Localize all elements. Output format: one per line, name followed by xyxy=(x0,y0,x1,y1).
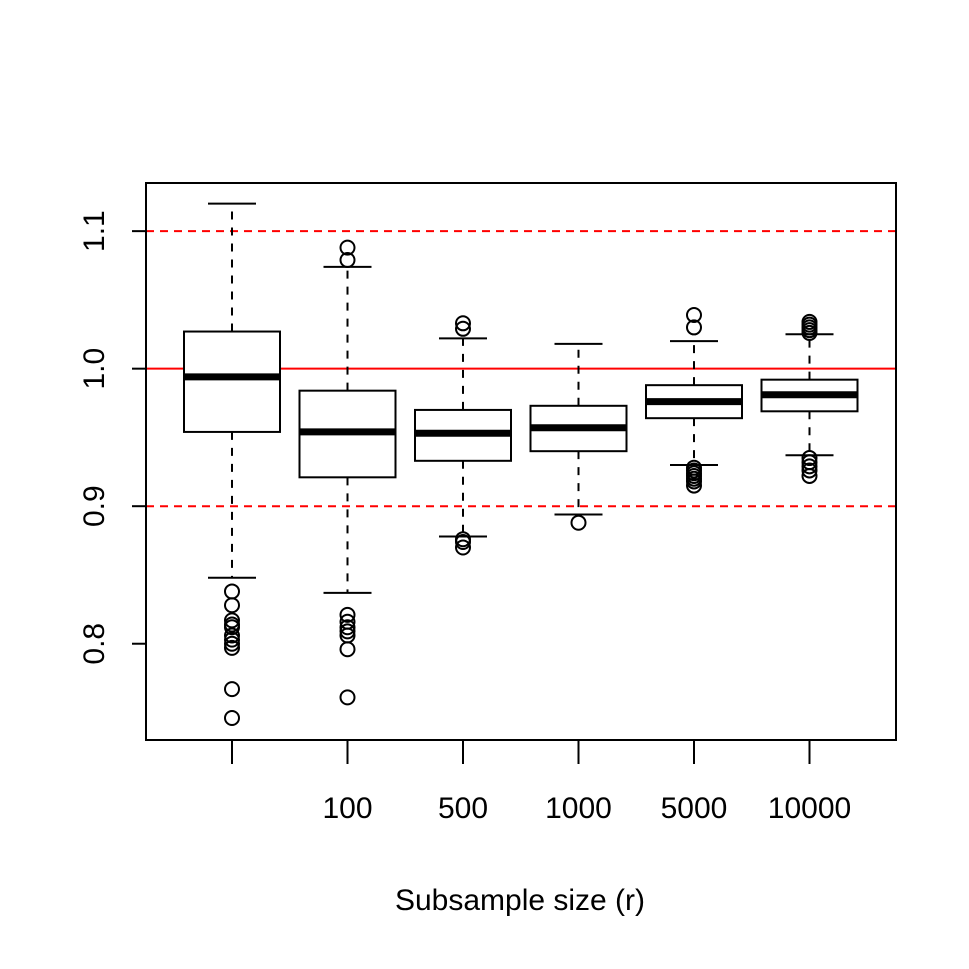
box-4 xyxy=(529,342,628,531)
outlier-point xyxy=(686,473,702,490)
y-tick-label: 0.8 xyxy=(78,623,111,665)
x-tick-label: 5000 xyxy=(661,792,728,825)
outlier-point xyxy=(801,467,818,484)
outlier-point xyxy=(339,252,356,269)
outlier-point xyxy=(224,627,240,644)
outlier-point xyxy=(455,320,471,337)
outlier-point xyxy=(455,315,471,332)
outlier-point xyxy=(339,689,356,706)
x-axis-title: Subsample size (r) xyxy=(395,884,645,917)
outlier-point xyxy=(224,639,240,656)
outlier-point xyxy=(224,709,240,726)
outlier-point xyxy=(224,619,240,636)
plot-frame xyxy=(145,182,897,741)
x-tick-label: 100 xyxy=(322,792,372,825)
y-tick-label: 0.9 xyxy=(78,485,111,527)
outlier-point xyxy=(801,324,818,341)
box-1 xyxy=(183,202,281,726)
y-axis: 0.8 0.9 1.0 1.1 xyxy=(78,210,146,665)
outlier-point xyxy=(686,319,702,336)
outlier-point xyxy=(224,631,240,648)
outlier-point xyxy=(339,239,356,256)
outlier-point xyxy=(570,514,587,531)
outlier-point xyxy=(224,597,240,614)
box-6 xyxy=(760,313,859,484)
outlier-point xyxy=(801,458,818,475)
outlier-point xyxy=(339,606,356,623)
box-2 xyxy=(298,239,397,706)
x-tick-label: 1000 xyxy=(545,792,612,825)
outlier-point xyxy=(455,533,471,550)
box-3 xyxy=(414,315,512,556)
x-tick-label: 10000 xyxy=(768,792,851,825)
outlier-point xyxy=(686,307,702,324)
outlier-point xyxy=(455,539,471,556)
outlier-point xyxy=(339,641,356,658)
outlier-point xyxy=(339,623,356,640)
outlier-point xyxy=(224,635,240,652)
box-5 xyxy=(645,307,743,494)
x-axis: 100 500 1000 5000 10000 xyxy=(231,740,851,825)
boxes xyxy=(183,202,859,726)
outlier-point xyxy=(224,681,240,698)
y-tick-label: 1.0 xyxy=(78,348,111,390)
outlier-point xyxy=(801,450,818,467)
y-tick-label: 1.1 xyxy=(78,210,111,252)
outlier-point xyxy=(686,477,702,494)
outlier-point xyxy=(801,462,818,479)
box-body xyxy=(183,330,281,433)
x-tick-label: 500 xyxy=(438,792,488,825)
outlier-point xyxy=(339,619,356,636)
outlier-point xyxy=(224,612,240,629)
